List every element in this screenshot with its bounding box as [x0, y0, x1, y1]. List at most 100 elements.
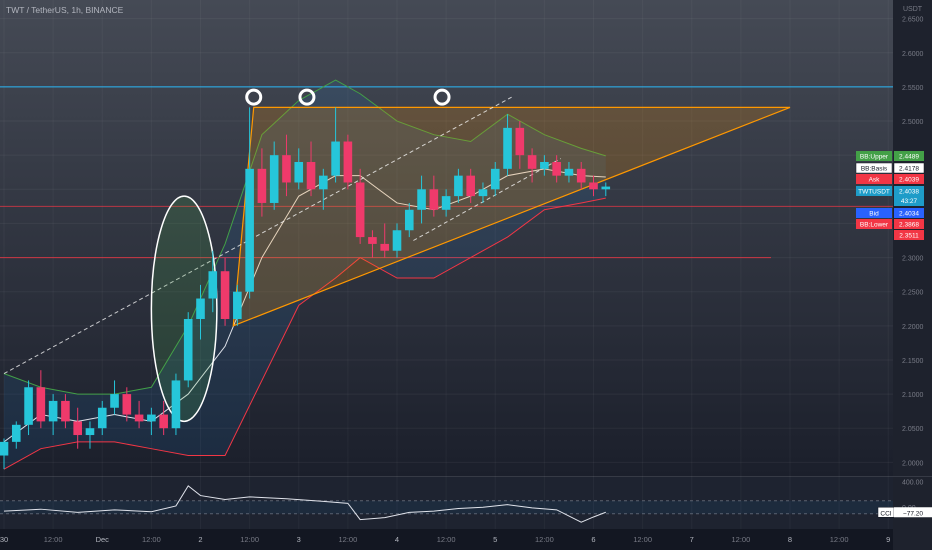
price-tag-value-box [894, 219, 924, 229]
cci-pane-background [0, 477, 893, 529]
candle-body[interactable] [441, 196, 451, 210]
y-tick-label: 2.6000 [902, 51, 924, 58]
candle-body[interactable] [159, 414, 168, 429]
ask-value: 2.4039 [899, 177, 919, 184]
price-tag-name-box [856, 219, 892, 229]
y-tick-label: 2.6500 [902, 17, 924, 24]
bb_lower-value: 2.3868 [899, 222, 919, 229]
price-tag-value-box [894, 208, 924, 218]
candle-body[interactable] [48, 400, 58, 422]
candle-body[interactable] [552, 162, 561, 176]
cci-name: CCI [880, 510, 891, 517]
candle-body[interactable] [257, 168, 267, 203]
channel-lower-line[interactable] [413, 158, 561, 241]
y-tick-label: 2.3000 [902, 256, 924, 263]
top-circle-marker[interactable] [245, 88, 263, 106]
candle-body[interactable] [282, 155, 291, 183]
candle-body[interactable] [343, 141, 353, 183]
candle-body[interactable] [454, 175, 463, 197]
candle-body[interactable] [97, 407, 107, 429]
candle-body[interactable] [110, 394, 119, 408]
candle-body[interactable] [331, 141, 340, 176]
price-tag-name-box [856, 151, 892, 161]
bid-value: 2.4034 [899, 211, 919, 218]
candle-body[interactable] [183, 319, 193, 381]
x-tick-label: 12:00 [44, 535, 63, 544]
bb_basis-value: 2.4178 [899, 166, 919, 173]
price-axis-background [893, 0, 932, 550]
candle-body[interactable] [368, 237, 377, 244]
candle-body[interactable] [269, 155, 279, 203]
candle-body[interactable] [503, 127, 512, 169]
candle-body[interactable] [294, 162, 304, 183]
candle-body[interactable] [208, 271, 218, 299]
cci-value: −77.20 [903, 510, 923, 517]
candle-body[interactable] [589, 182, 598, 190]
y-tick-label: 2.5000 [902, 119, 924, 126]
candle-body[interactable] [73, 421, 82, 436]
ask-name: Ask [869, 177, 881, 184]
candle-body[interactable] [576, 168, 586, 183]
x-tick-label: 12:00 [437, 535, 456, 544]
candle-body[interactable] [355, 182, 365, 238]
candle-body[interactable] [429, 189, 439, 210]
ellipse-annotation[interactable] [150, 195, 218, 423]
x-tick-label: Dec [96, 535, 110, 544]
x-tick-label: 2 [198, 535, 202, 544]
candle-body[interactable] [85, 428, 95, 436]
x-tick-label: 12:00 [338, 535, 357, 544]
candle-body[interactable] [196, 298, 205, 319]
candle-body[interactable] [233, 291, 242, 319]
top-circle-marker[interactable] [433, 88, 451, 106]
x-tick-label: 12:00 [731, 535, 750, 544]
x-tick-label: 5 [493, 535, 497, 544]
bb_basis-name: BB:Basis [861, 166, 888, 173]
candle-body[interactable] [306, 162, 316, 190]
candle-body[interactable] [61, 400, 70, 422]
candle-body[interactable] [601, 186, 611, 190]
candle-body[interactable] [134, 414, 144, 422]
candle-body[interactable] [540, 162, 549, 169]
candle-body[interactable] [147, 414, 156, 422]
candle-body[interactable] [11, 424, 21, 442]
bb-upper-line [3, 79, 606, 395]
candle-body[interactable] [490, 168, 500, 190]
top-circle-marker[interactable] [298, 88, 316, 106]
candle-body[interactable] [36, 387, 46, 422]
y-tick-label: 2.0000 [902, 460, 924, 467]
candle-body[interactable] [24, 387, 33, 425]
cci-tick-label: 400.00 [902, 479, 924, 486]
candle-body[interactable] [466, 175, 475, 197]
extra-value: 2.3511 [899, 233, 919, 240]
price-tag-value-box [894, 230, 924, 240]
price-tag-value-box [894, 151, 924, 161]
price-tag-name-box [856, 208, 892, 218]
candle-body[interactable] [122, 394, 132, 415]
candle-body[interactable] [392, 230, 402, 251]
candle-body[interactable] [478, 189, 488, 197]
candle-body[interactable] [0, 441, 9, 456]
y-tick-label: 2.0500 [902, 426, 924, 433]
candle-body[interactable] [380, 243, 390, 251]
price-tag-value-box [894, 186, 924, 206]
candle-body[interactable] [220, 271, 230, 319]
cci-band-fill [0, 500, 893, 514]
bid-name: Bid [869, 211, 879, 218]
x-tick-label: 12:00 [142, 535, 161, 544]
channel-upper-line[interactable] [3, 96, 512, 375]
candle-body[interactable] [171, 380, 181, 429]
symbol-name: TWTUSDT [858, 189, 890, 196]
x-tick-label: 8 [788, 535, 792, 544]
candle-body[interactable] [319, 175, 328, 190]
triangle-pattern[interactable] [232, 106, 791, 327]
x-tick-label: 6 [591, 535, 595, 544]
candle-body[interactable] [515, 127, 525, 156]
candle-body[interactable] [404, 209, 414, 231]
candle-body[interactable] [417, 189, 426, 210]
candle-body[interactable] [564, 168, 574, 176]
candle-body[interactable] [527, 155, 537, 169]
candle-body[interactable] [245, 168, 254, 292]
price-tag-name-box [855, 162, 893, 174]
y-tick-label: 2.1500 [902, 358, 924, 365]
